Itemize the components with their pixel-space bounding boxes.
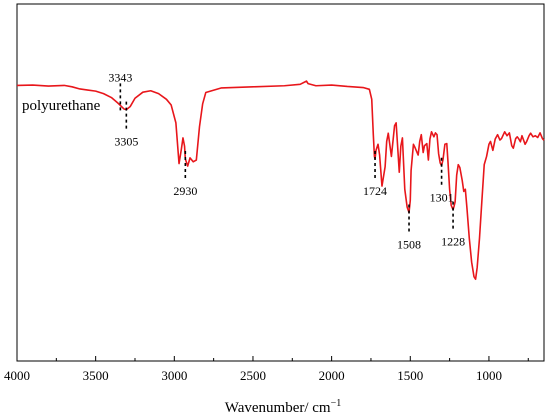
x-axis-title-text: Wavenumber/ cm — [225, 400, 331, 416]
peak-label-3305: 3305 — [114, 135, 138, 149]
x-tick-label: 3000 — [161, 368, 187, 383]
peak-label-1724: 1724 — [363, 184, 387, 198]
x-tick-label: 2500 — [240, 368, 266, 383]
peak-label-1228: 1228 — [441, 235, 465, 249]
spectrum-line — [16, 80, 545, 281]
x-tick-label: 3500 — [83, 368, 109, 383]
x-tick-label: 1500 — [397, 368, 423, 383]
peak-label-2930: 2930 — [173, 184, 197, 198]
x-axis-title: Wavenumber/ cm−1 — [225, 398, 341, 416]
x-axis-ticks — [16, 356, 529, 361]
x-tick-label: 1000 — [476, 368, 502, 383]
plot-area-frame — [16, 3, 545, 362]
peak-label-1301: 1301 — [430, 191, 454, 205]
peak-label-3343: 3343 — [108, 70, 132, 84]
x-axis-title-superscript: −1 — [331, 398, 342, 409]
x-axis-tick-labels: 4000 3500 3000 2500 2000 1500 1000 — [4, 368, 502, 383]
x-tick-label: 4000 — [4, 368, 30, 383]
peak-label-1508: 1508 — [397, 237, 421, 251]
peak-annotations: 3343 3305 2930 1724 1508 1301 1228 — [108, 70, 465, 251]
sample-label: polyurethane — [22, 98, 101, 114]
x-tick-label: 2000 — [319, 368, 345, 383]
